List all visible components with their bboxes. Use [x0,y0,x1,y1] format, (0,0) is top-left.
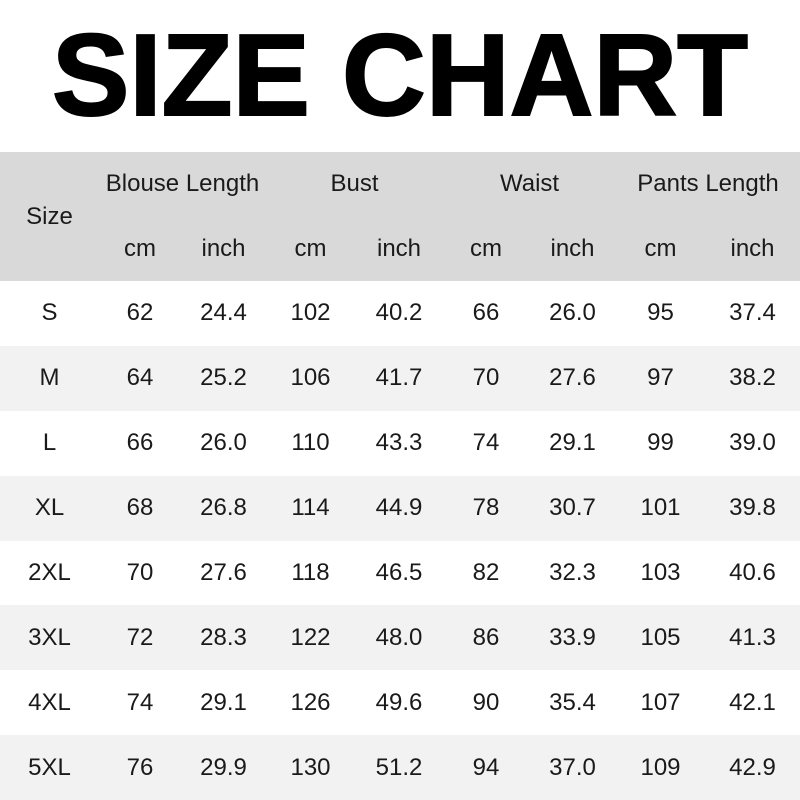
value-cell: 40.2 [375,299,423,327]
size-cell: 2XL [28,559,71,586]
size-chart-table: Size Blouse Length Bust Waist Pants Leng… [0,152,800,800]
value-cell: 107 [640,688,681,716]
value-cell: 72 [126,623,154,651]
value-cell: 102 [290,299,331,327]
value-cell: 39.0 [729,429,776,457]
value-cell: 78 [472,494,500,522]
value-cell: 95 [647,299,674,327]
value-cell: 103 [640,559,681,586]
value-cell: 66 [472,299,500,327]
value-cell: 82 [472,559,500,586]
value-cell: 41.7 [375,364,423,392]
value-cell: 29.1 [549,429,596,457]
size-cell: M [39,364,60,392]
value-cell: 35.4 [549,688,596,716]
size-cell: 5XL [28,753,71,781]
value-cell: 29.9 [200,753,247,781]
value-cell: 24.4 [200,299,247,327]
value-cell: 97 [647,364,674,392]
group-header-pants-length: Pants Length [616,152,800,216]
value-cell: 48.0 [375,623,423,651]
value-cell: 106 [290,364,331,392]
value-cell: 74 [472,429,500,457]
value-cell: 25.2 [200,364,247,392]
value-cell: 26.0 [549,299,596,327]
value-cell: 42.9 [729,753,776,781]
value-cell: 27.6 [200,559,247,586]
table-row: 4XL 74 29.1 126 49.6 90 35.4 107 42.1 [0,670,800,736]
value-cell: 51.2 [375,753,423,781]
table-row: 5XL 76 29.9 130 51.2 94 37.0 109 42.9 [0,735,800,800]
value-cell: 105 [640,623,681,651]
value-cell: 28.3 [200,623,247,651]
value-cell: 109 [640,753,681,781]
table-row: 3XL 72 28.3 122 48.0 86 33.9 105 41.3 [0,605,800,671]
value-cell: 49.6 [375,688,423,716]
group-header-blouse-length: Blouse Length [99,152,266,216]
value-cell: 126 [290,688,331,716]
table-row: XL 68 26.8 114 44.9 78 30.7 101 39.8 [0,475,800,541]
size-cell: L [42,429,57,457]
value-cell: 76 [126,753,154,781]
value-cell: 41.3 [729,623,776,651]
value-cell: 32.3 [549,559,596,586]
value-cell: 43.3 [375,429,423,457]
size-cell: XL [34,494,65,522]
table-row: S 62 24.4 102 40.2 66 26.0 95 37.4 [0,281,800,346]
value-cell: 37.4 [729,299,776,327]
unit-header-inch: inch [529,216,617,281]
group-header-row: Size Blouse Length Bust Waist Pants Leng… [0,152,800,281]
value-cell: 33.9 [549,623,596,651]
value-cell: 86 [472,623,500,651]
unit-header-cm: cm [616,216,706,281]
value-cell: 29.1 [200,688,247,716]
value-cell: 40.6 [729,559,776,586]
column-header-size: Size [0,152,99,281]
unit-header-cm: cm [99,216,181,281]
value-cell: 39.8 [729,494,776,522]
value-cell: 27.6 [549,364,596,392]
table-row: L 66 26.0 110 43.3 74 29.1 99 39.0 [0,410,800,476]
value-cell: 44.9 [375,494,423,522]
group-header-bust: Bust [266,152,443,216]
value-cell: 42.1 [729,688,776,716]
value-cell: 101 [640,494,681,522]
value-cell: 62 [126,299,154,327]
value-cell: 90 [472,688,500,716]
value-cell: 70 [126,559,154,586]
unit-header-cm: cm [266,216,355,281]
unit-header-inch: inch [355,216,443,281]
value-cell: 122 [290,623,331,651]
size-cell: S [41,299,58,327]
value-cell: 70 [472,364,500,392]
value-cell: 99 [647,429,674,457]
value-cell: 118 [291,559,330,586]
value-cell: 94 [472,753,500,781]
unit-header-row: cm inch cm inch cm inch cm inch [0,216,800,281]
page-title: SIZE CHART [51,10,749,140]
value-cell: 114 [291,494,330,522]
value-cell: 37.0 [549,753,596,781]
table-row: 2XL 70 27.6 118 46.5 82 32.3 103 40.6 [0,540,800,606]
value-cell: 110 [291,429,330,457]
group-header-waist: Waist [443,152,617,216]
value-cell: 74 [126,688,154,716]
size-cell: 3XL [28,623,71,651]
value-cell: 30.7 [549,494,596,522]
value-cell: 66 [126,429,154,457]
value-cell: 46.5 [375,559,423,586]
value-cell: 130 [290,753,331,781]
value-cell: 26.8 [200,494,247,522]
size-cell: 4XL [28,688,71,716]
unit-header-inch: inch [181,216,266,281]
unit-header-cm: cm [443,216,529,281]
table-row: M 64 25.2 106 41.7 70 27.6 97 38.2 [0,345,800,411]
value-cell: 38.2 [729,364,776,392]
value-cell: 68 [126,494,154,522]
value-cell: 64 [126,364,154,392]
value-cell: 26.0 [200,429,247,457]
unit-header-inch: inch [705,216,800,281]
